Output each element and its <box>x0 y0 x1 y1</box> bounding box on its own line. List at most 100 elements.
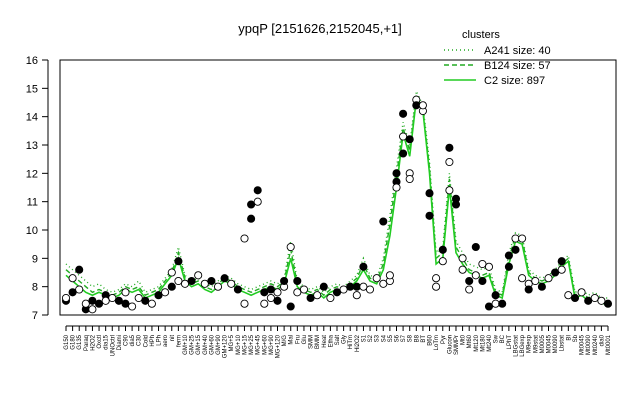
x-tick-label: Mt0090 <box>586 334 592 355</box>
x-tick-label: G180 <box>71 334 77 349</box>
x-tick-label: Mt0045 <box>580 334 586 355</box>
data-point-open <box>590 293 599 303</box>
data-point-filled <box>273 296 282 305</box>
data-point-open <box>531 276 540 286</box>
data-point-filled <box>207 276 216 286</box>
data-point-open <box>313 291 322 300</box>
y-axis: 7 8 9 10 11 12 13 14 15 16 <box>26 55 49 322</box>
data-point-open <box>372 274 381 283</box>
data-point-open <box>518 274 527 283</box>
data-point-filled <box>425 189 434 198</box>
data-point-open <box>227 279 236 288</box>
x-tick-label: MG+90 <box>269 334 275 355</box>
data-point-open <box>101 296 110 305</box>
x-tick-label: dia15 <box>104 334 110 349</box>
x-tick-label: GM+120 <box>223 334 229 358</box>
plot-frame <box>59 59 617 316</box>
data-point-filled <box>504 262 513 271</box>
x-tick-label: Diami <box>117 335 123 350</box>
series-lines <box>65 88 608 305</box>
y-tick-label: 9 <box>32 253 38 265</box>
data-point-open <box>167 268 176 277</box>
x-tick-label: dia5 <box>130 334 136 346</box>
x-tick-label: B60 <box>428 334 434 345</box>
x-tick-label: BMM <box>315 335 321 349</box>
data-point-open <box>88 305 97 314</box>
x-tick-label: MG+25 <box>249 334 255 355</box>
data-point-open <box>213 282 223 291</box>
series-line-solid <box>65 97 608 305</box>
data-point-filled <box>167 282 176 291</box>
data-point-filled <box>319 282 328 291</box>
data-point-open <box>458 265 467 274</box>
data-point-open <box>326 293 335 303</box>
y-tick-label: 8 <box>32 282 38 294</box>
data-point-open <box>458 254 467 263</box>
x-tick-label: MG+120 <box>276 334 282 358</box>
x-tick-label: Heat <box>322 335 328 348</box>
y-tick-label: 14 <box>26 112 38 124</box>
x-tick-label: SMMPr <box>454 335 460 355</box>
data-point-filled <box>399 149 408 158</box>
x-tick-label: LPh <box>157 335 163 346</box>
x-tick-label: M/G <box>282 335 288 347</box>
data-point-filled <box>478 276 487 286</box>
data-point-filled <box>405 135 414 144</box>
x-tick-label: M9exp <box>527 334 533 353</box>
data-point-filled <box>187 276 196 286</box>
y-tick-label: 11 <box>27 197 38 209</box>
x-tick-label: Mt180 <box>480 334 486 351</box>
data-point-open <box>445 157 454 167</box>
x-tick-label: MG+60 <box>262 334 268 355</box>
x-tick-label: Hi2O2 <box>355 334 361 352</box>
data-point-filled <box>438 245 447 254</box>
x-tick-label: Mt0 <box>461 334 467 345</box>
data-point-filled <box>445 143 454 152</box>
data-point-filled <box>425 211 434 220</box>
legend-title: clusters <box>462 29 500 41</box>
data-point-open <box>134 293 143 303</box>
data-point-filled <box>174 257 183 266</box>
y-tick-label: 10 <box>26 225 38 237</box>
data-point-filled <box>352 282 361 291</box>
legend: clusters A241 size: 40 B124 size: 57 C2 si… <box>444 29 551 87</box>
x-tick-label: Mt60 <box>467 334 473 348</box>
x-tick-label: Paraq <box>84 335 90 351</box>
x-tick-label: M9stat <box>533 335 539 353</box>
y-tick-label: 13 <box>26 140 38 152</box>
data-point-filled <box>399 109 408 118</box>
x-tick-label: M0005 <box>540 334 546 353</box>
x-tick-label: M0045 <box>547 334 553 353</box>
x-tick-label: S3 <box>375 334 381 342</box>
x-tick-label: Fru <box>295 335 301 344</box>
x-tick-label: LoTm <box>434 335 440 350</box>
data-point-filled <box>557 257 566 266</box>
data-point-open <box>286 242 295 252</box>
x-tick-label: dia0 <box>599 334 605 346</box>
data-point-open <box>359 282 368 291</box>
x-tick-label: S4 <box>381 334 387 342</box>
x-tick-label: GM+15 <box>196 334 202 355</box>
data-point-open <box>445 186 454 195</box>
data-point-open <box>405 174 414 184</box>
y-tick-label: 12 <box>26 168 38 180</box>
y-tick-label: 15 <box>26 83 38 95</box>
data-point-open <box>339 285 348 294</box>
data-point-filled <box>491 291 500 300</box>
data-point-filled <box>75 265 84 274</box>
data-point-open <box>128 302 137 311</box>
x-tick-label: UNOctrl <box>110 335 116 356</box>
data-point-filled <box>412 101 421 110</box>
series-line-dashed <box>65 94 608 302</box>
data-point-open <box>597 296 606 305</box>
data-point-filled <box>253 186 262 195</box>
data-point-filled <box>471 242 480 252</box>
data-point-filled <box>551 268 560 277</box>
x-tick-label: S1 <box>361 334 367 342</box>
x-tick-label: C90 <box>123 334 129 346</box>
data-point-filled <box>154 291 163 300</box>
data-point-filled <box>511 245 520 254</box>
x-tick-label: S8 <box>408 334 414 342</box>
x-tick-label: Mt120 <box>474 334 480 351</box>
